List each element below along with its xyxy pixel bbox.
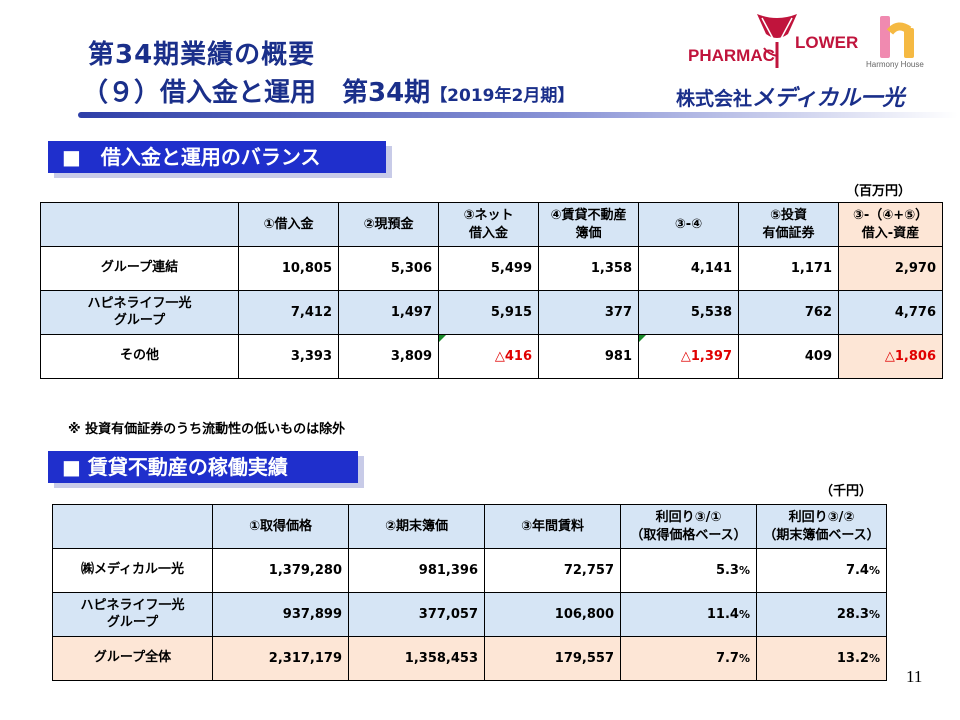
col-header: ③年間賃料 [484,504,621,549]
col-header: ④賃貸不動産 簿価 [538,202,639,247]
table-header-blank [40,202,239,247]
cell: 1,379,280 [212,548,349,593]
cell: 3,393 [238,334,339,379]
harmony-house-logo-icon [880,16,914,58]
page-title: 第34期業績の概要 [88,40,316,70]
col-header: 利回り③/① （取得価格ベース） [620,504,757,549]
section1-unit: （百万円） [846,184,912,199]
rental-total-table: グループ全体 2,317,179 1,358,453 179,557 7.7% … [52,636,887,681]
logo-harmony-text: Harmony House [866,60,924,69]
flower-logo-icon [757,14,797,68]
yield-value: 5.3 [715,563,739,578]
cell: 1,171 [738,246,839,291]
cell: 4,776 [838,290,943,335]
cell: 10,805 [238,246,339,291]
row-label: グループ全体 [52,636,213,681]
table-row: ハピネライフ一光 グループ 7,412 1,497 5,915 377 5,53… [40,290,943,335]
cell: 5,306 [338,246,439,291]
table-row: グループ全体 2,317,179 1,358,453 179,557 7.7% … [52,636,887,681]
pct-sign: % [868,608,880,621]
cell: 377 [538,290,639,335]
col-header: ③ネット 借入金 [438,202,539,247]
cell: 13.2% [756,636,887,681]
cell: 4,141 [638,246,739,291]
rental-performance-table: ①取得価格 ②期末簿価 ③年間賃料 利回り③/① （取得価格ベース） 利回り③/… [52,504,887,637]
page-subtitle: （９）借入金と運用 第34期【2019年2月期】 [82,72,574,109]
cell: 3,809 [338,334,439,379]
cell: 1,497 [338,290,439,335]
col-header: ①取得価格 [212,504,349,549]
cell: 1,358,453 [348,636,485,681]
pct-sign: % [738,608,750,621]
col-header: ②期末簿価 [348,504,485,549]
row-label: その他 [40,334,239,379]
cell: 11.4% [620,592,757,637]
subtitle-main: （９）借入金と運用 第34期 [82,78,431,108]
pct-sign: % [738,652,750,665]
row-label: グループ連結 [40,246,239,291]
yield-value: 13.2 [836,651,869,666]
yield-value: 7.4 [845,563,869,578]
table-row: グループ連結 10,805 5,306 5,499 1,358 4,141 1,… [40,246,943,291]
row-label: ハピネライフ一光 グループ [52,592,213,637]
loan-balance-table: ①借入金 ②現預金 ③ネット 借入金 ④賃貸不動産 簿価 ③-④ ⑤投資 有価証… [40,202,943,379]
cell: 762 [738,290,839,335]
col-header: 利回り③/② （期末簿価ベース） [756,504,887,549]
cell: △416 [438,334,539,379]
cell: 7.7% [620,636,757,681]
cell: 981,396 [348,548,485,593]
table-row: その他 3,393 3,809 △416 981 △1,397 409 △1,8… [40,334,943,379]
yield-value: 11.4 [706,607,739,622]
col-header: ①借入金 [238,202,339,247]
logo-pharmac-text: PHARMAC [688,46,775,65]
footnote: ※ 投資有価証券のうち流動性の低いものは除外 [68,422,346,437]
table-header-blank [52,504,213,549]
cell: 7.4% [756,548,887,593]
col-header: ②現預金 [338,202,439,247]
cell: 937,899 [212,592,349,637]
cell: 409 [738,334,839,379]
section2-unit: （千円） [820,484,873,499]
row-label: ハピネライフ一光 グループ [40,290,239,335]
company-brand: メディカル一光 [752,86,905,111]
yield-value: 28.3 [836,607,869,622]
cell: 72,757 [484,548,621,593]
page-number: 11 [906,667,923,686]
yield-value: 7.7 [715,651,739,666]
cell: △1,806 [838,334,943,379]
cell: 106,800 [484,592,621,637]
company-prefix: 株式会社 [676,88,753,110]
pct-sign: % [868,652,880,665]
cell: △1,397 [638,334,739,379]
cell: 5.3% [620,548,757,593]
cell: 5,499 [438,246,539,291]
logo-flower-text: LOWER [795,33,859,52]
col-header: ③-（④+⑤） 借入-資産 [838,202,943,247]
cell: 2,970 [838,246,943,291]
cell: 28.3% [756,592,887,637]
cell: 2,317,179 [212,636,349,681]
subtitle-period: 【2019年2月期】 [430,86,575,106]
section2-heading: ■ 賃貸不動産の稼働実績 [48,451,358,483]
section1-heading: ■ 借入金と運用のバランス [48,141,386,173]
cell: 1,358 [538,246,639,291]
col-header: ⑤投資 有価証券 [738,202,839,247]
cell: 377,057 [348,592,485,637]
table-row: ハピネライフ一光 グループ 937,899 377,057 106,800 11… [52,592,887,637]
cell: 5,915 [438,290,539,335]
cell: 5,538 [638,290,739,335]
company-name: 株式会社メディカル一光 [676,80,904,112]
title-underline [78,112,958,118]
row-label: ㈱メディカル一光 [52,548,213,593]
cell: 179,557 [484,636,621,681]
cell: 981 [538,334,639,379]
pct-sign: % [868,564,880,577]
col-header: ③-④ [638,202,739,247]
cell: 7,412 [238,290,339,335]
table-row: ㈱メディカル一光 1,379,280 981,396 72,757 5.3% 7… [52,548,887,593]
pct-sign: % [738,564,750,577]
